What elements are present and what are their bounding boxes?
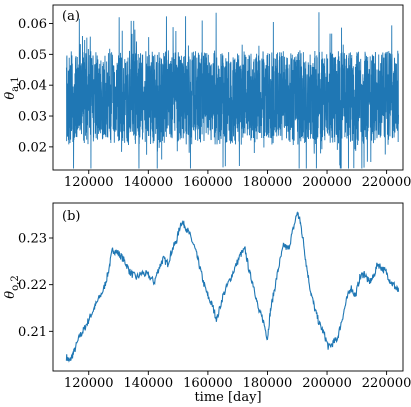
y-tick-label: 0.21: [18, 325, 47, 340]
panel-b-x-axis-label: time [day]: [194, 390, 261, 405]
x-tick-label: 200000: [302, 175, 352, 190]
y-tick-label: 0.03: [18, 110, 47, 125]
x-tick-label: 160000: [183, 376, 233, 391]
x-tick-label: 220000: [362, 175, 411, 190]
panel-a-label: (a): [62, 9, 80, 24]
x-tick-label: 180000: [243, 376, 293, 391]
x-tick-label: 140000: [123, 175, 173, 190]
x-tick-label: 120000: [64, 376, 114, 391]
y-tick-label: 0.23: [18, 232, 47, 247]
y-tick-label: 0.06: [18, 17, 47, 32]
x-tick-label: 220000: [362, 376, 411, 391]
y-tick-label: 0.22: [18, 278, 47, 293]
x-tick-label: 120000: [64, 175, 114, 190]
y-tick-label: 0.04: [18, 79, 47, 94]
y-tick-label: 0.05: [18, 48, 47, 63]
x-tick-label: 140000: [123, 376, 173, 391]
y-tick-label: 0.02: [18, 140, 47, 155]
x-tick-label: 200000: [302, 376, 352, 391]
x-tick-label: 180000: [243, 175, 293, 190]
x-tick-label: 160000: [183, 175, 233, 190]
panel-b-label: (b): [62, 209, 80, 224]
